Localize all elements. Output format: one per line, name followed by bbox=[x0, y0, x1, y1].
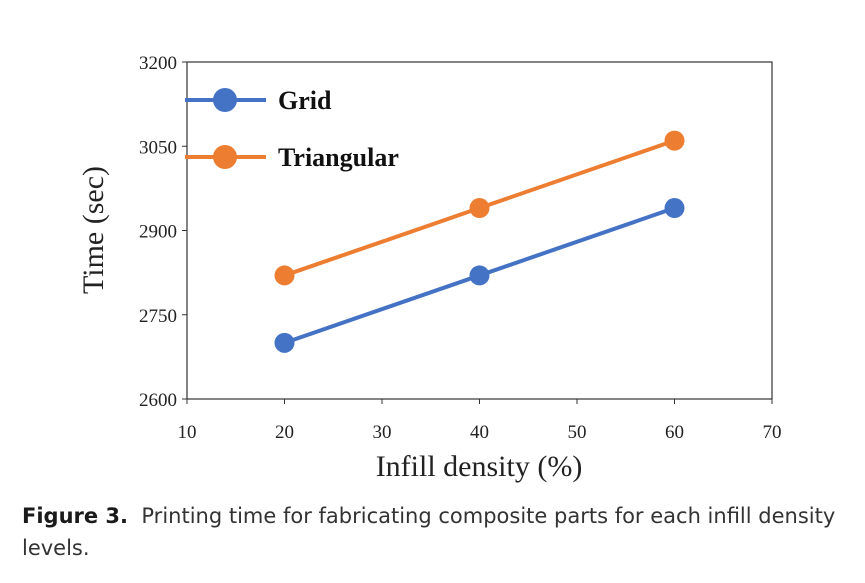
triangular-data-point bbox=[664, 130, 685, 151]
x-tick-label: 50 bbox=[568, 422, 587, 443]
x-tick-label: 60 bbox=[665, 422, 684, 443]
triangular-legend-label: Triangular bbox=[278, 143, 399, 172]
grid-data-point bbox=[274, 332, 295, 353]
grid-legend-marker bbox=[213, 88, 237, 112]
line-chart: 2600 2750 2900 3050 3200 10 20 30 40 50 60 70 Grid… bbox=[77, 53, 782, 483]
y-axis-title: Time (sec) bbox=[77, 166, 110, 294]
x-tick-label: 70 bbox=[763, 422, 782, 443]
figure-caption: Figure 3. Printing time for fabricating … bbox=[22, 500, 852, 564]
grid-data-point bbox=[664, 198, 685, 219]
x-tick-label: 40 bbox=[470, 422, 489, 443]
y-tick-label: 2900 bbox=[139, 222, 177, 243]
y-tick-label: 3200 bbox=[139, 53, 177, 74]
triangular-data-point bbox=[274, 265, 295, 286]
x-tick-label: 10 bbox=[178, 422, 197, 443]
plot-area bbox=[186, 61, 773, 400]
grid-data-point bbox=[469, 265, 490, 286]
y-tick-label: 2750 bbox=[139, 306, 177, 327]
x-tick-label: 20 bbox=[275, 422, 294, 443]
caption-text: Printing time for fabricating composite … bbox=[22, 504, 836, 560]
y-axis-ticks: 2600 2750 2900 3050 3200 bbox=[139, 53, 187, 411]
y-tick-label: 3050 bbox=[139, 137, 177, 158]
legend: Grid Triangular bbox=[185, 86, 399, 172]
grid-legend-label: Grid bbox=[278, 86, 332, 115]
y-tick-label: 2600 bbox=[139, 390, 177, 411]
series-layer bbox=[274, 130, 685, 353]
x-axis-ticks: 10 20 30 40 50 60 70 bbox=[178, 399, 782, 443]
x-tick-label: 30 bbox=[373, 422, 392, 443]
caption-label: Figure 3. bbox=[22, 504, 129, 528]
x-axis-title: Infill density (%) bbox=[376, 450, 583, 483]
triangular-legend-marker bbox=[213, 145, 237, 169]
triangular-data-point bbox=[469, 198, 490, 219]
